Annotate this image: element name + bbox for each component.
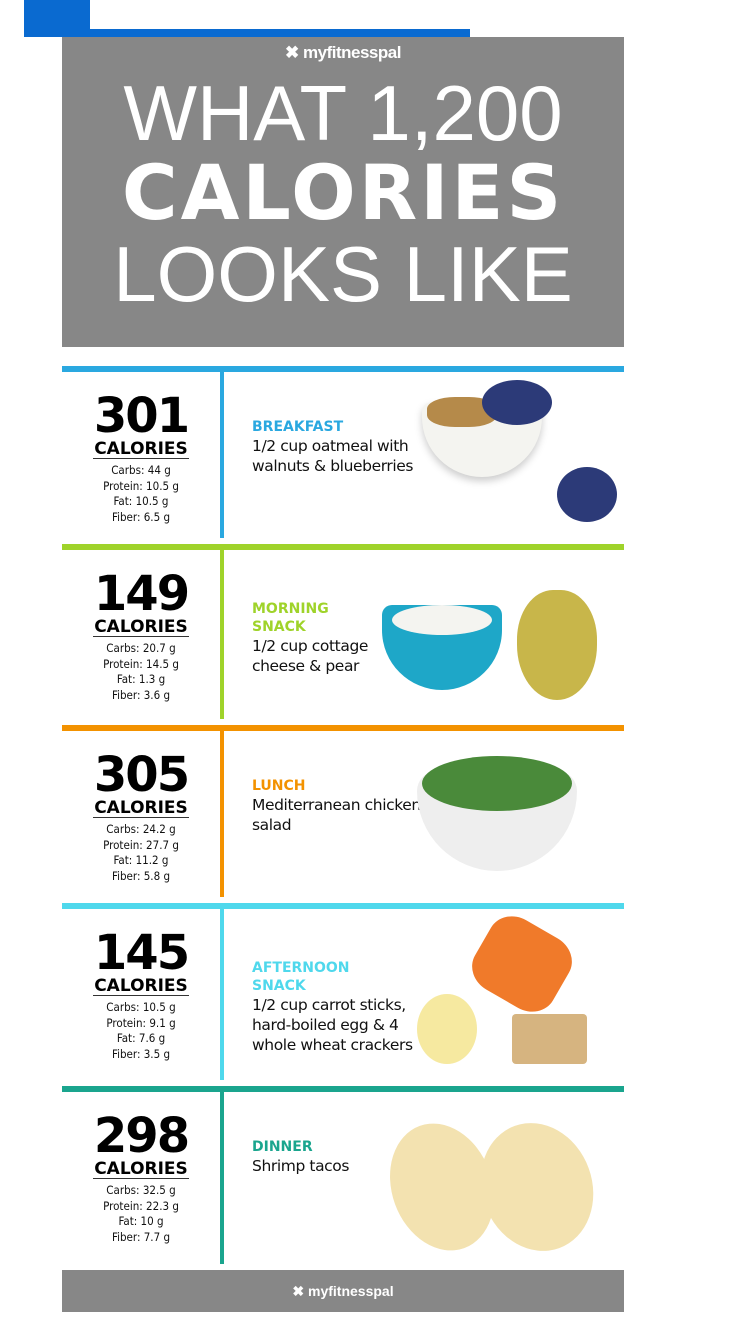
meal-section: 145 CALORIES Carbs: 10.5 g Protein: 9.1 g…: [62, 903, 624, 1080]
macro-line: Fiber: 3.6 g: [111, 687, 171, 702]
meal-description: Mediterranean chicken salad: [252, 796, 421, 834]
macro-line: Carbs: 10.5 g: [106, 1000, 176, 1014]
macro-line: Protein: 10.5 g: [103, 478, 179, 493]
macro-line: Fiber: 6.5 g: [111, 509, 171, 524]
meal-name: DINNER: [252, 1139, 313, 1155]
macro-line: Fat: 1.3 g: [116, 672, 166, 686]
macro-line: Fat: 10.5 g: [113, 494, 169, 508]
macro-line: Protein: 9.1 g: [106, 1015, 176, 1030]
meal-info: AFTERNOON SNACK 1/2 cup carrot sticks, h…: [252, 959, 422, 1055]
meal-info: BREAKFAST 1/2 cup oatmeal with walnuts &…: [252, 418, 422, 476]
divider: [220, 731, 224, 897]
divider: [220, 1092, 224, 1264]
macro-line: Carbs: 24.2 g: [106, 822, 176, 836]
logo-text: myfitnesspal: [303, 43, 401, 62]
macro-line: Fat: 10 g: [118, 1214, 164, 1228]
title-line-2: CALORIES: [121, 148, 565, 237]
macro-line: Fat: 11.2 g: [113, 853, 169, 867]
brand-logo: ✖ myfitnesspal: [285, 43, 401, 62]
calories-label: CALORIES: [93, 976, 189, 996]
macro-line: Protein: 27.7 g: [103, 837, 179, 852]
calorie-count: 305: [93, 747, 190, 803]
calories-label: CALORIES: [93, 798, 189, 818]
meal-description: 1/2 cup carrot sticks, hard-boiled egg &…: [252, 996, 413, 1054]
nutrition-summary: 145 CALORIES Carbs: 10.5 g Protein: 9.1 g…: [62, 929, 220, 1062]
meal-name: AFTERNOON SNACK: [252, 960, 350, 994]
meal-description: Shrimp tacos: [252, 1157, 350, 1175]
calorie-count: 149: [93, 566, 190, 622]
macro-line: Fiber: 3.5 g: [111, 1046, 171, 1061]
meal-name: MORNING SNACK: [252, 601, 329, 635]
macro-line: Protein: 14.5 g: [103, 656, 179, 671]
meal-info: DINNER Shrimp tacos: [252, 1138, 422, 1176]
divider: [220, 550, 224, 719]
meal-section: 305 CALORIES Carbs: 24.2 g Protein: 27.7 …: [62, 725, 624, 897]
meal-info: MORNING SNACK 1/2 cup cottage cheese & p…: [252, 600, 422, 676]
macro-line: Carbs: 20.7 g: [106, 641, 176, 655]
meal-description: 1/2 cup oatmeal with walnuts & blueberri…: [252, 437, 414, 475]
calorie-count: 301: [93, 388, 190, 444]
calorie-count: 298: [93, 1108, 190, 1164]
meal-description: 1/2 cup cottage cheese & pear: [252, 637, 369, 675]
top-bar: [24, 29, 470, 37]
meal-name: LUNCH: [252, 778, 306, 794]
nutrition-summary: 305 CALORIES Carbs: 24.2 g Protein: 27.7 …: [62, 751, 220, 884]
meal-section: 149 CALORIES Carbs: 20.7 g Protein: 14.5 …: [62, 544, 624, 719]
macro-line: Carbs: 32.5 g: [106, 1183, 176, 1197]
divider: [220, 372, 224, 538]
macro-line: Protein: 22.3 g: [103, 1198, 179, 1213]
divider: [220, 909, 224, 1080]
macro-line: Fiber: 7.7 g: [111, 1229, 171, 1244]
macro-line: Fiber: 5.8 g: [111, 868, 171, 883]
footer-logo-text: myfitnesspal: [308, 1283, 394, 1299]
title-line-3: LOOKS LIKE: [113, 230, 573, 318]
macro-line: Carbs: 44 g: [111, 463, 171, 477]
meal-name: BREAKFAST: [252, 419, 344, 435]
calorie-count: 145: [93, 925, 190, 981]
meal-section: 298 CALORIES Carbs: 32.5 g Protein: 22.3 …: [62, 1086, 624, 1267]
calories-label: CALORIES: [93, 1159, 189, 1179]
title-line-1: WHAT 1,200: [123, 69, 563, 157]
nutrition-summary: 298 CALORIES Carbs: 32.5 g Protein: 22.3 …: [62, 1112, 220, 1245]
infographic-header: ✖ myfitnesspal WHAT 1,200 CALORIES LOOKS…: [62, 37, 624, 347]
meal-info: LUNCH Mediterranean chicken salad: [252, 777, 422, 835]
calories-label: CALORIES: [93, 439, 189, 459]
calories-label: CALORIES: [93, 617, 189, 637]
nutrition-summary: 149 CALORIES Carbs: 20.7 g Protein: 14.5 …: [62, 570, 220, 703]
footer-logo: ✖ myfitnesspal: [62, 1270, 624, 1312]
macro-line: Fat: 7.6 g: [116, 1031, 166, 1045]
